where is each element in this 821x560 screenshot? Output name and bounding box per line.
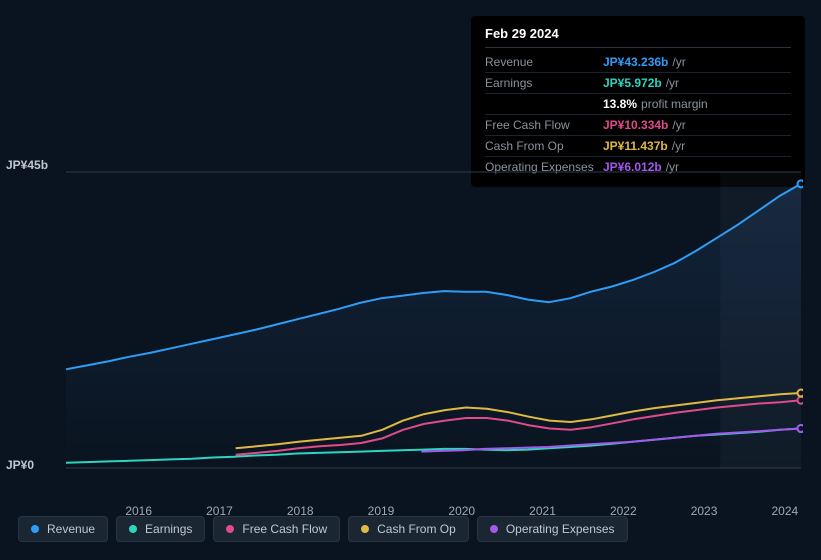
legend-item-label: Earnings [145, 522, 192, 536]
chart-svg [18, 160, 803, 480]
legend-item-label: Free Cash Flow [242, 522, 327, 536]
legend-item[interactable]: Free Cash Flow [213, 516, 340, 542]
tooltip-row-suffix: /yr [672, 118, 685, 132]
tooltip-row-label: Free Cash Flow [485, 118, 603, 132]
legend-item-label: Revenue [47, 522, 95, 536]
tooltip-row-label: Revenue [485, 55, 603, 69]
tooltip-row-value: JP¥11.437b [603, 139, 668, 153]
tooltip-rows: RevenueJP¥43.236b/yrEarningsJP¥5.972b/yr… [485, 52, 791, 177]
tooltip-date: Feb 29 2024 [485, 26, 791, 48]
tooltip-row-suffix: /yr [672, 139, 685, 153]
area-fill [66, 184, 801, 468]
highlight-band [720, 172, 801, 468]
legend-item-label: Cash From Op [377, 522, 456, 536]
legend-swatch-icon [490, 525, 498, 533]
legend-item[interactable]: Operating Expenses [477, 516, 628, 542]
series-end-marker [798, 180, 804, 187]
tooltip-row: RevenueJP¥43.236b/yr [485, 52, 791, 73]
line-chart: 201620172018201920202021202220232024 [18, 160, 803, 500]
tooltip-row-suffix: /yr [666, 76, 679, 90]
legend-swatch-icon [31, 525, 39, 533]
tooltip-row-value: 13.8% [603, 97, 637, 111]
tooltip-row-value: JP¥10.334b [603, 118, 668, 132]
series-end-marker [798, 397, 804, 404]
tooltip-row-value: JP¥5.972b [603, 76, 662, 90]
legend-item[interactable]: Revenue [18, 516, 108, 542]
series-end-marker [798, 390, 804, 397]
tooltip-row-value: JP¥43.236b [603, 55, 668, 69]
tooltip-row: EarningsJP¥5.972b/yr [485, 73, 791, 94]
tooltip-row: 13.8% profit margin [485, 94, 791, 115]
x-tick-label: 2023 [691, 504, 718, 518]
tooltip-row-suffix: profit margin [641, 97, 708, 111]
tooltip-row-suffix: /yr [672, 55, 685, 69]
series-end-marker [798, 425, 804, 432]
chart-legend: Revenue Earnings Free Cash Flow Cash From O… [18, 516, 628, 542]
legend-swatch-icon [129, 525, 137, 533]
x-tick-label: 2024 [771, 504, 798, 518]
tooltip-row: Cash From OpJP¥11.437b/yr [485, 136, 791, 157]
legend-item[interactable]: Earnings [116, 516, 205, 542]
tooltip-row-label: Cash From Op [485, 139, 603, 153]
legend-item-label: Operating Expenses [506, 522, 615, 536]
tooltip-row: Free Cash FlowJP¥10.334b/yr [485, 115, 791, 136]
tooltip-row-label: Earnings [485, 76, 603, 90]
legend-swatch-icon [361, 525, 369, 533]
legend-item[interactable]: Cash From Op [348, 516, 469, 542]
legend-swatch-icon [226, 525, 234, 533]
